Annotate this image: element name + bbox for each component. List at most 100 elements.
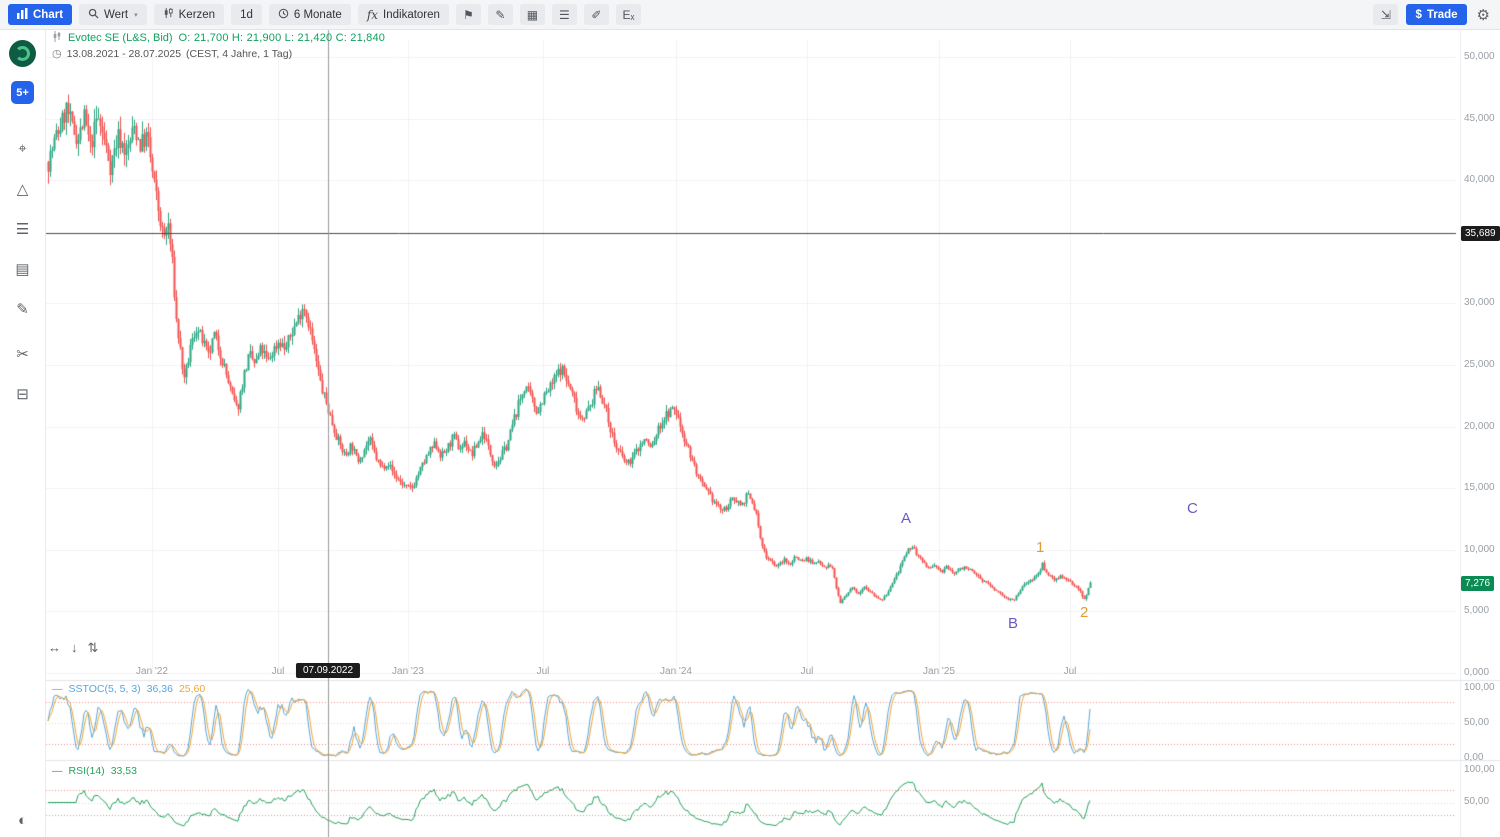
marker-price-label[interactable]: 35,689 [1461,226,1500,241]
expand-button[interactable]: ⇲ [1373,4,1399,25]
chevron-down-icon: ▾ [134,11,138,19]
wave-annotation-C[interactable]: C [1187,500,1198,517]
grid-layout-icon: ▦ [526,7,539,22]
chart-button-label: Chart [33,8,64,21]
period-range: 13.08.2021 - 28.07.2025 [66,47,182,60]
time-axis-label: Jan '24 [660,666,692,677]
list-settings-button[interactable]: ☰ [551,4,577,25]
indicator-settings-button[interactable]: ☰ [0,220,45,238]
brush-icon: ✐ [591,7,602,22]
rsi-legend[interactable]: — RSI(14) 33,53 [52,765,137,777]
trade-button-label: Trade [1426,8,1458,21]
expand-icon: ⇲ [1380,7,1391,22]
layers-tool-button[interactable]: ⊟ [0,385,45,403]
price-axis-label: 45,000 [1464,112,1495,124]
wave-annotation-B[interactable]: B [1008,615,1019,632]
gear-icon: ⚙ [1476,6,1490,24]
price-axis-label: 50,000 [1464,51,1495,62]
interval-label: 1d [240,8,253,21]
formula-icon: Eₓ [622,7,635,22]
crosshair-date-tooltip: 07.09.2022 [295,663,361,678]
clock-icon [278,8,289,22]
time-axis-label: Jul [1063,666,1077,677]
price-axis-label: 30,000 [1464,297,1495,309]
candles-icon [163,7,174,22]
app-logo[interactable] [9,40,36,67]
wave-annotation-A[interactable]: A [901,510,912,527]
crosshair-tool-button[interactable]: ⌖ [0,140,45,157]
rsi-line-icon: — [52,765,63,777]
flag-icon: ⚑ [463,7,474,22]
dollar-icon: $ [1415,8,1422,21]
indicators-label: Indikatoren [383,8,440,21]
sstoc-axis-label: 50,00 [1464,717,1490,728]
chart-type-button[interactable]: Kerzen [153,4,225,25]
time-axis-label: Jul [271,666,285,677]
period-clock-icon: ◷ [52,48,62,60]
range-label: 6 Monate [293,8,342,21]
sstoc-axis-label: 100,00 [1464,682,1495,693]
search-button-label: Wert [104,8,129,21]
scissors-icon: ✂ [16,346,29,363]
sstoc-value-d: 25,60 [178,683,206,695]
trade-button[interactable]: $ Trade [1406,4,1467,25]
shapes-tool-button[interactable]: △ [0,180,45,198]
chart-button[interactable]: Chart [8,4,73,25]
auto-scale-icon[interactable]: ⇅ [87,640,99,655]
price-axis-label: 10,000 [1464,543,1495,555]
time-axis-label: Jan '22 [136,666,168,677]
search-icon [88,8,99,22]
list-settings-icon: ☰ [559,7,570,22]
marker-button[interactable]: ✎ [487,4,513,25]
chart-type-label: Kerzen [178,8,216,21]
mini-candle-icon [52,31,62,45]
flag-button[interactable]: ⚑ [455,4,481,25]
instrument-search-button[interactable]: Wert ▾ [79,4,147,25]
text-panel-icon: ▤ [15,261,30,278]
workspace-badge[interactable]: 5+ [11,81,34,104]
time-axis-label: Jul [800,666,814,677]
price-axis-label: 25,000 [1464,359,1495,370]
price-axis-label: 15,000 [1464,482,1495,494]
sstoc-line-icon: — [52,683,63,695]
instrument-name[interactable]: Evotec SE (L&S, Bid) [68,32,173,44]
pencil-icon: ✎ [16,301,29,318]
interval-button[interactable]: 1d [231,4,262,25]
wave-annotation-1[interactable]: 1 [1036,539,1045,556]
time-axis-label: Jan '25 [923,666,955,677]
pan-down-icon[interactable]: ↓ [71,640,78,655]
sstoc-value-k: 36,36 [146,683,173,695]
triangle-icon: △ [16,181,29,198]
theme-toggle-button[interactable]: ◐ [0,812,45,829]
brush-button[interactable]: ✐ [583,4,609,25]
settings-gear-button[interactable]: ⚙ [1475,6,1492,24]
text-panel-button[interactable]: ▤ [0,260,45,278]
logo-swirl-icon [15,46,30,61]
price-axis-label: 40,000 [1464,174,1495,186]
layers-icon: ⊟ [16,386,29,403]
pan-horizontal-icon[interactable]: ↔ [48,640,61,655]
indicators-button[interactable]: fx Indikatoren [357,4,449,25]
wave-annotation-2[interactable]: 2 [1080,604,1089,621]
left-sidebar: 5+ ⌖ △ ☰ ▤ ✎ ✂ ⊟ ◐ [0,30,46,837]
sliders-icon: ☰ [15,221,30,238]
rsi-value: 33,53 [110,765,137,777]
fx-icon: fx [366,7,379,22]
legend-line1: Evotec SE (L&S, Bid) O: 21,700 H: 21,900… [52,31,385,45]
rsi-axis-label: 100,00 [1464,764,1495,775]
sstoc-legend[interactable]: — SSTOC(5, 5, 3) 36,36 25,60 [52,683,205,695]
formula-button[interactable]: Eₓ [615,4,641,25]
range-button[interactable]: 6 Monate [268,4,351,25]
top-toolbar: Chart Wert ▾ Kerzen 1d 6 Monate fx Indik… [0,0,1500,30]
edit-note-button[interactable]: ✎ [0,300,45,318]
grid-layout-button[interactable]: ▦ [519,4,545,25]
price-axis-label: 0,000 [1464,667,1490,678]
rsi-axis-label: 50,00 [1464,795,1490,807]
scissors-tool-button[interactable]: ✂ [0,345,45,363]
sstoc-label: SSTOC(5, 5, 3) [68,683,141,695]
chart-legend: Evotec SE (L&S, Bid) O: 21,700 H: 21,900… [52,31,385,60]
marker-icon: ✎ [495,7,506,22]
